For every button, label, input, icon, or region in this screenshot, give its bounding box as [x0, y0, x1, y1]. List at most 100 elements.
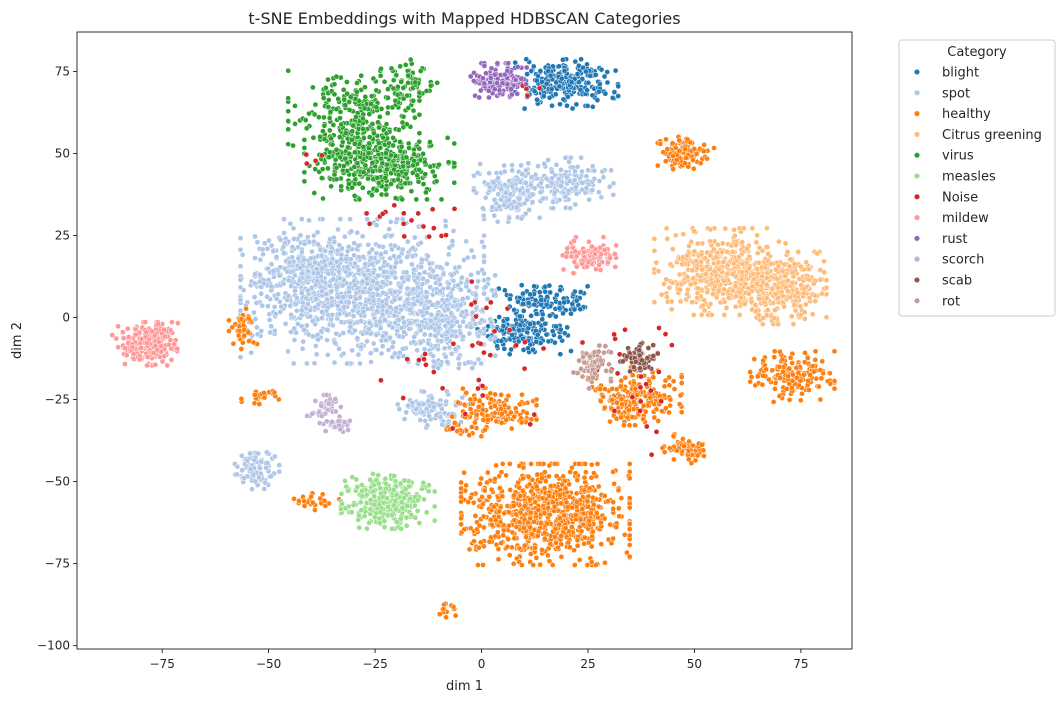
point	[747, 369, 754, 375]
point	[501, 402, 508, 409]
point	[541, 160, 548, 167]
point	[310, 333, 316, 340]
point	[466, 546, 473, 553]
point	[442, 218, 449, 224]
point	[352, 303, 358, 310]
point	[331, 239, 338, 245]
point	[309, 248, 315, 255]
point	[397, 283, 404, 290]
point	[304, 287, 311, 294]
point	[288, 312, 294, 318]
point	[446, 244, 453, 251]
point	[318, 328, 325, 335]
point	[351, 252, 357, 259]
point	[251, 400, 258, 407]
point	[551, 534, 558, 540]
point	[303, 295, 310, 302]
point	[711, 246, 717, 253]
point	[534, 331, 541, 338]
point	[684, 136, 691, 143]
point	[389, 344, 396, 350]
point	[421, 346, 428, 352]
point	[261, 394, 268, 401]
point	[533, 77, 540, 84]
point	[387, 219, 394, 225]
point	[473, 425, 480, 431]
point	[577, 516, 584, 523]
point	[518, 282, 525, 289]
point	[327, 249, 334, 255]
point	[312, 507, 318, 513]
point	[293, 307, 300, 314]
point	[785, 373, 791, 380]
point	[670, 152, 676, 159]
point	[667, 396, 674, 403]
point	[813, 375, 820, 382]
point	[700, 447, 707, 454]
point	[399, 314, 406, 321]
point	[701, 453, 707, 459]
point	[661, 281, 667, 287]
point	[549, 168, 555, 175]
point	[444, 260, 450, 267]
point	[567, 544, 573, 551]
point	[707, 266, 713, 273]
point	[626, 475, 633, 482]
point	[527, 291, 533, 298]
point	[547, 483, 554, 489]
point	[509, 529, 516, 536]
point	[430, 404, 437, 410]
point	[720, 258, 727, 265]
point	[581, 474, 588, 481]
point	[531, 283, 537, 290]
point	[480, 513, 487, 520]
point	[457, 302, 464, 308]
point	[545, 157, 552, 163]
point	[610, 535, 616, 542]
point	[498, 469, 505, 476]
point	[306, 217, 312, 224]
point	[340, 330, 347, 336]
point	[577, 289, 584, 295]
point	[492, 391, 498, 398]
point	[337, 216, 344, 222]
point	[531, 88, 538, 95]
point	[379, 298, 386, 305]
point	[373, 222, 380, 228]
point	[315, 241, 321, 248]
point	[338, 256, 345, 263]
point	[298, 216, 305, 222]
point	[775, 284, 782, 291]
point	[264, 293, 270, 300]
point	[452, 612, 459, 619]
point	[476, 398, 483, 404]
point	[345, 299, 352, 306]
point	[481, 270, 487, 277]
point	[563, 174, 570, 181]
point	[686, 243, 692, 249]
point	[685, 447, 692, 454]
point	[574, 477, 581, 483]
point	[490, 503, 497, 510]
point	[387, 334, 393, 341]
point	[562, 193, 569, 200]
point	[430, 353, 436, 359]
point	[411, 301, 417, 307]
point	[249, 486, 255, 493]
point	[421, 388, 427, 395]
point	[678, 409, 685, 416]
point	[421, 269, 428, 276]
point	[699, 302, 706, 309]
point	[419, 281, 426, 287]
point	[251, 391, 258, 398]
point	[268, 242, 275, 249]
point	[379, 311, 386, 318]
point	[251, 457, 258, 463]
point	[565, 187, 572, 194]
point	[565, 94, 571, 100]
point	[541, 93, 547, 100]
point	[651, 299, 658, 305]
point	[492, 517, 499, 524]
point	[443, 614, 449, 621]
point	[611, 89, 618, 95]
